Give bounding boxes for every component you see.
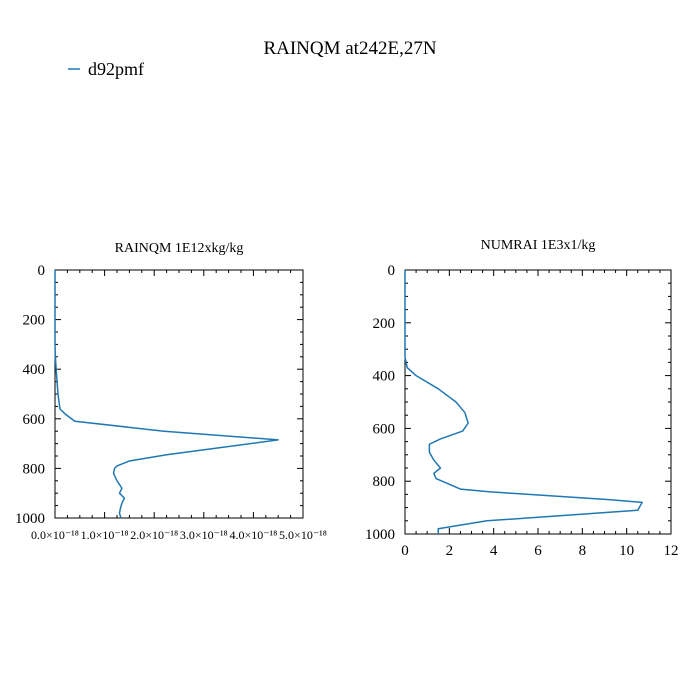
x-tick-label: 8: [579, 543, 587, 559]
x-tick-label: 4: [490, 543, 498, 559]
x-tick-label: 1.0×10⁻¹⁸: [81, 528, 129, 542]
x-tick-label: 12: [664, 543, 679, 559]
x-tick-label: 2.0×10⁻¹⁸: [130, 528, 178, 542]
x-tick-label: 3.0×10⁻¹⁸: [180, 528, 228, 542]
y-tick-label: 600: [373, 421, 396, 437]
y-tick-label: 800: [373, 474, 396, 490]
figure-title: RAINQM at242E,27N: [263, 38, 436, 59]
panel-numrai: NUMRAI 1E3x1/kg 0 2 4 6 8 10 12 0 200 400 600 800 100…: [365, 238, 679, 559]
x-tick-label: 10: [619, 543, 634, 559]
panel-rainqm: RAINQM 1E12xkg/kg 0.0×10⁻¹⁸ 1.0×10⁻¹⁸ 2.0×1…: [15, 241, 327, 542]
y-tick-label: 600: [23, 412, 46, 428]
y-tick-label: 400: [23, 362, 46, 378]
y-tick-label: 800: [23, 461, 46, 477]
y-tick-label: 1000: [365, 527, 395, 543]
y-tick-label: 400: [373, 369, 396, 385]
chart-title: RAINQM 1E12xkg/kg: [115, 241, 244, 256]
legend: d92pmf: [68, 59, 144, 79]
y-tick-label: 0: [38, 263, 46, 279]
x-tick-label: 5.0×10⁻¹⁸: [279, 528, 327, 542]
x-tick-label: 4.0×10⁻¹⁸: [229, 528, 277, 542]
y-tick-label: 1000: [15, 511, 45, 527]
x-tick-label: 6: [534, 543, 542, 559]
y-tick-label: 200: [373, 316, 396, 332]
x-tick-label: 0: [401, 543, 409, 559]
x-tick-label: 2: [446, 543, 454, 559]
y-tick-label: 0: [388, 263, 396, 279]
series-line-d92pmf: [404, 270, 643, 534]
y-tick-label: 200: [23, 313, 46, 329]
chart-title: NUMRAI 1E3x1/kg: [481, 238, 596, 253]
x-tick-label: 0.0×10⁻¹⁸: [31, 528, 79, 542]
series-line-d92pmf: [54, 270, 279, 519]
legend-label: d92pmf: [88, 59, 144, 79]
